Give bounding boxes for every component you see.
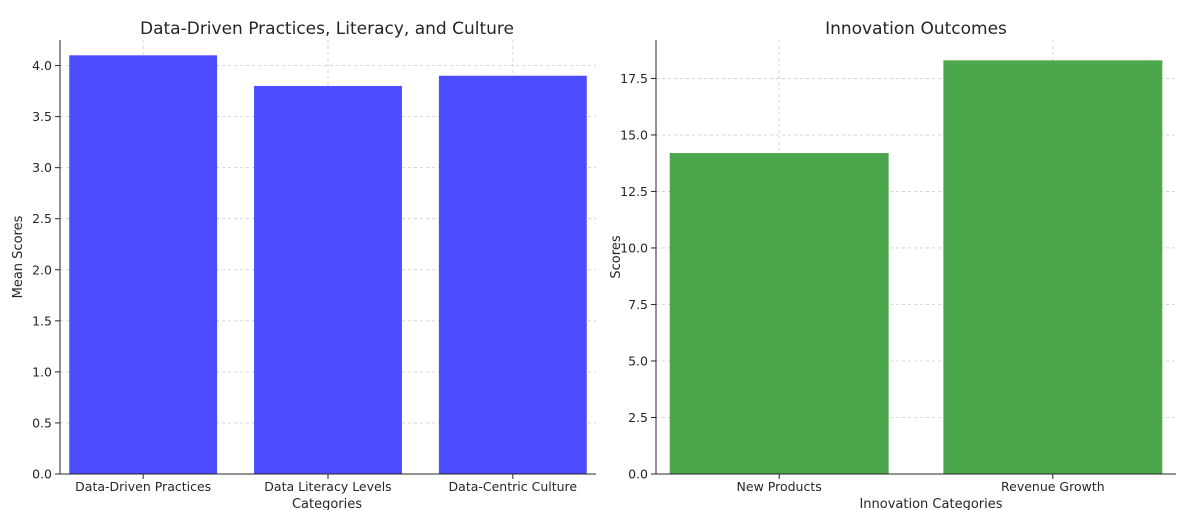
y-axis-label: Mean Scores xyxy=(11,215,26,298)
y-tick-label: 1.5 xyxy=(32,313,52,328)
y-tick-label: 0.0 xyxy=(32,467,52,482)
bar-data-driven-practices xyxy=(69,55,218,474)
bar-data-literacy-levels xyxy=(254,85,402,474)
x-tick-label: Data-Centric Culture xyxy=(449,479,578,494)
x-tick-label: New Products xyxy=(737,479,822,494)
chart-title: Data-Driven Practices, Literacy, and Cul… xyxy=(140,19,514,39)
y-tick-label: 0.0 xyxy=(628,467,648,482)
chart-practices-literacy-culture: Data-Driven Practices, Literacy, and Cul… xyxy=(11,19,596,510)
x-tick-label: Revenue Growth xyxy=(1001,479,1105,494)
y-tick-label: 3.0 xyxy=(32,160,52,175)
y-tick-label: 0.5 xyxy=(32,415,52,430)
y-tick-label: 2.0 xyxy=(32,262,52,277)
y-tick-label: 17.5 xyxy=(620,71,648,86)
axes-layer: 0.0 2.5 5.0 7.5 10.0 12.5 15.0 17.5 New Products… xyxy=(620,40,1176,494)
y-tick-label: 7.5 xyxy=(628,297,648,312)
bar-revenue-growth xyxy=(943,60,1163,474)
y-tick-label: 1.0 xyxy=(32,364,52,379)
bars-layer xyxy=(669,60,1163,475)
y-tick-label: 10.0 xyxy=(620,240,648,255)
y-tick-label: 4.0 xyxy=(32,58,52,73)
y-tick-label: 3.5 xyxy=(32,109,52,124)
axes-layer: 0.0 0.5 1.0 1.5 2.0 2.5 3.0 3.5 4.0 Data-Driven P… xyxy=(32,40,596,494)
bars-layer xyxy=(69,55,587,474)
y-axis-label: Scores xyxy=(609,235,624,278)
y-tick-label: 5.0 xyxy=(628,353,648,368)
y-tick-label: 2.5 xyxy=(32,211,52,226)
chart-innovation-outcomes: Innovation Outcomes 0.0 2.5 5.0 7.5 10.0 12.5… xyxy=(609,19,1176,510)
bar-data-centric-culture xyxy=(438,75,587,474)
y-tick-label: 12.5 xyxy=(620,184,648,199)
x-axis-label: Categories xyxy=(292,497,362,510)
y-tick-label: 2.5 xyxy=(628,410,648,425)
x-axis-label: Innovation Categories xyxy=(859,497,1002,510)
chart-title: Innovation Outcomes xyxy=(825,19,1007,39)
x-tick-label: Data-Driven Practices xyxy=(75,479,211,494)
x-tick-label: Data Literacy Levels xyxy=(264,479,391,494)
bar-new-products xyxy=(669,153,889,475)
y-tick-label: 15.0 xyxy=(620,127,648,142)
